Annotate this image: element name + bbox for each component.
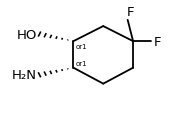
Text: HO: HO bbox=[16, 28, 37, 41]
Text: H₂N: H₂N bbox=[12, 69, 37, 82]
Text: or1: or1 bbox=[76, 43, 88, 49]
Text: or1: or1 bbox=[76, 61, 88, 67]
Text: F: F bbox=[153, 35, 161, 48]
Text: F: F bbox=[127, 6, 134, 19]
